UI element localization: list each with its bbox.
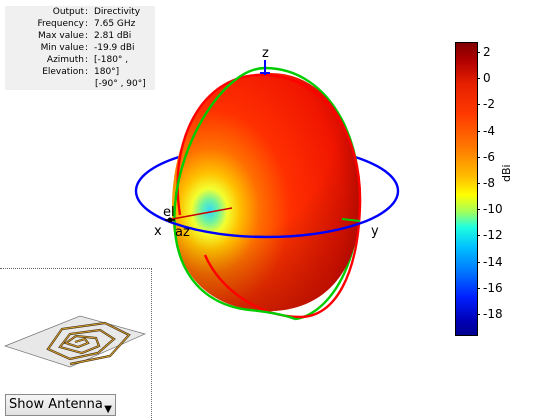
- colorbar-tick-mark: [477, 314, 480, 315]
- colorbar-tick-label: -10: [483, 202, 503, 217]
- elevation-value-cont: [-90° , 90°]: [95, 79, 146, 89]
- colon-separator: :: [85, 7, 89, 17]
- max-label: Max value: [37, 31, 84, 41]
- frequency-label: Frequency: [37, 19, 85, 29]
- pattern-shading: [171, 73, 361, 312]
- info-row-output: Output : Directivity: [5, 6, 155, 18]
- spiral-antenna-icon: [3, 315, 147, 368]
- colorbar-tick-label: -18: [483, 307, 503, 321]
- axis-label-z: z: [262, 46, 269, 61]
- colorbar-tick-label: -6: [483, 149, 495, 164]
- colorbar-tick-label: -2: [483, 97, 495, 112]
- axis-label-x: x: [154, 224, 162, 239]
- show-antenna-dropdown[interactable]: Show Antenna ▼: [5, 394, 116, 416]
- info-row-elevation-cont: [-90° , 90°]: [5, 78, 155, 90]
- colorbar-tick-label: 2: [483, 45, 491, 59]
- min-label: Min value: [40, 43, 84, 53]
- radiation-pattern-plot[interactable]: z x y el az: [120, 35, 420, 335]
- x-axis-line: [166, 207, 233, 221]
- colorbar-tick-label: -8: [483, 176, 495, 190]
- output-label: Output: [52, 7, 84, 17]
- colon-separator: :: [85, 19, 89, 29]
- azimuth-ring-front: [134, 190, 400, 239]
- colorbar-tick-mark: [477, 287, 480, 289]
- info-row-max: Max value : 2.81 dBi: [5, 30, 155, 42]
- elevation-label: Elevation: [42, 67, 84, 77]
- colon-separator: :: [85, 67, 89, 77]
- elevation-ring-green-front: [173, 66, 296, 321]
- info-row-elevation: Elevation : 180°]: [5, 66, 155, 78]
- marker-label-el: el: [163, 205, 175, 220]
- colorbar-tick-mark: [477, 104, 480, 106]
- marker-label-az: az: [175, 225, 190, 240]
- frequency-value: 7.65 GHz: [94, 19, 136, 29]
- colorbar-tick-label: 0: [483, 71, 491, 86]
- azimuth-label: Azimuth: [46, 55, 84, 65]
- info-panel: Output : Directivity Frequency : 7.65 GH…: [5, 6, 155, 90]
- colorbar-tick-label: -14: [483, 254, 503, 269]
- colorbar-tick-mark: [477, 130, 480, 132]
- colon-separator: :: [85, 31, 89, 41]
- y-axis-line: [341, 218, 361, 222]
- colorbar-tick-label: -16: [483, 280, 503, 295]
- colorbar-tick-label: -12: [483, 228, 503, 243]
- colon-separator: :: [85, 43, 89, 53]
- colon-separator: :: [85, 55, 89, 65]
- antenna-preview: [0, 268, 152, 420]
- axis-label-y: y: [371, 224, 379, 239]
- colorbar-tick-mark: [477, 261, 480, 263]
- colorbar-tick-mark: [477, 52, 480, 53]
- colorbar-tick-label: -4: [483, 123, 495, 138]
- output-value: Directivity: [94, 7, 141, 17]
- colorbar-tick-mark: [477, 156, 480, 158]
- info-row-frequency: Frequency : 7.65 GHz: [5, 18, 155, 30]
- elevation-value: 180°]: [94, 67, 120, 77]
- colorbar-tick-mark: [477, 78, 480, 80]
- colorbar: [455, 42, 478, 336]
- azimuth-value: [-180° ,: [94, 55, 129, 65]
- dropdown-selected-value: Show Antenna: [9, 397, 103, 412]
- colorbar-tick-mark: [477, 183, 480, 184]
- max-value: 2.81 dBi: [94, 31, 132, 41]
- colorbar-tick-mark: [477, 209, 480, 211]
- chevron-down-icon[interactable]: ▼: [104, 404, 112, 415]
- min-value: -19.9 dBi: [94, 43, 135, 53]
- info-row-min: Min value : -19.9 dBi: [5, 42, 155, 54]
- info-row-azimuth: Azimuth : [-180° ,: [5, 54, 155, 66]
- colorbar-tick-mark: [477, 235, 480, 237]
- colorbar-unit-label: dBi: [500, 164, 513, 182]
